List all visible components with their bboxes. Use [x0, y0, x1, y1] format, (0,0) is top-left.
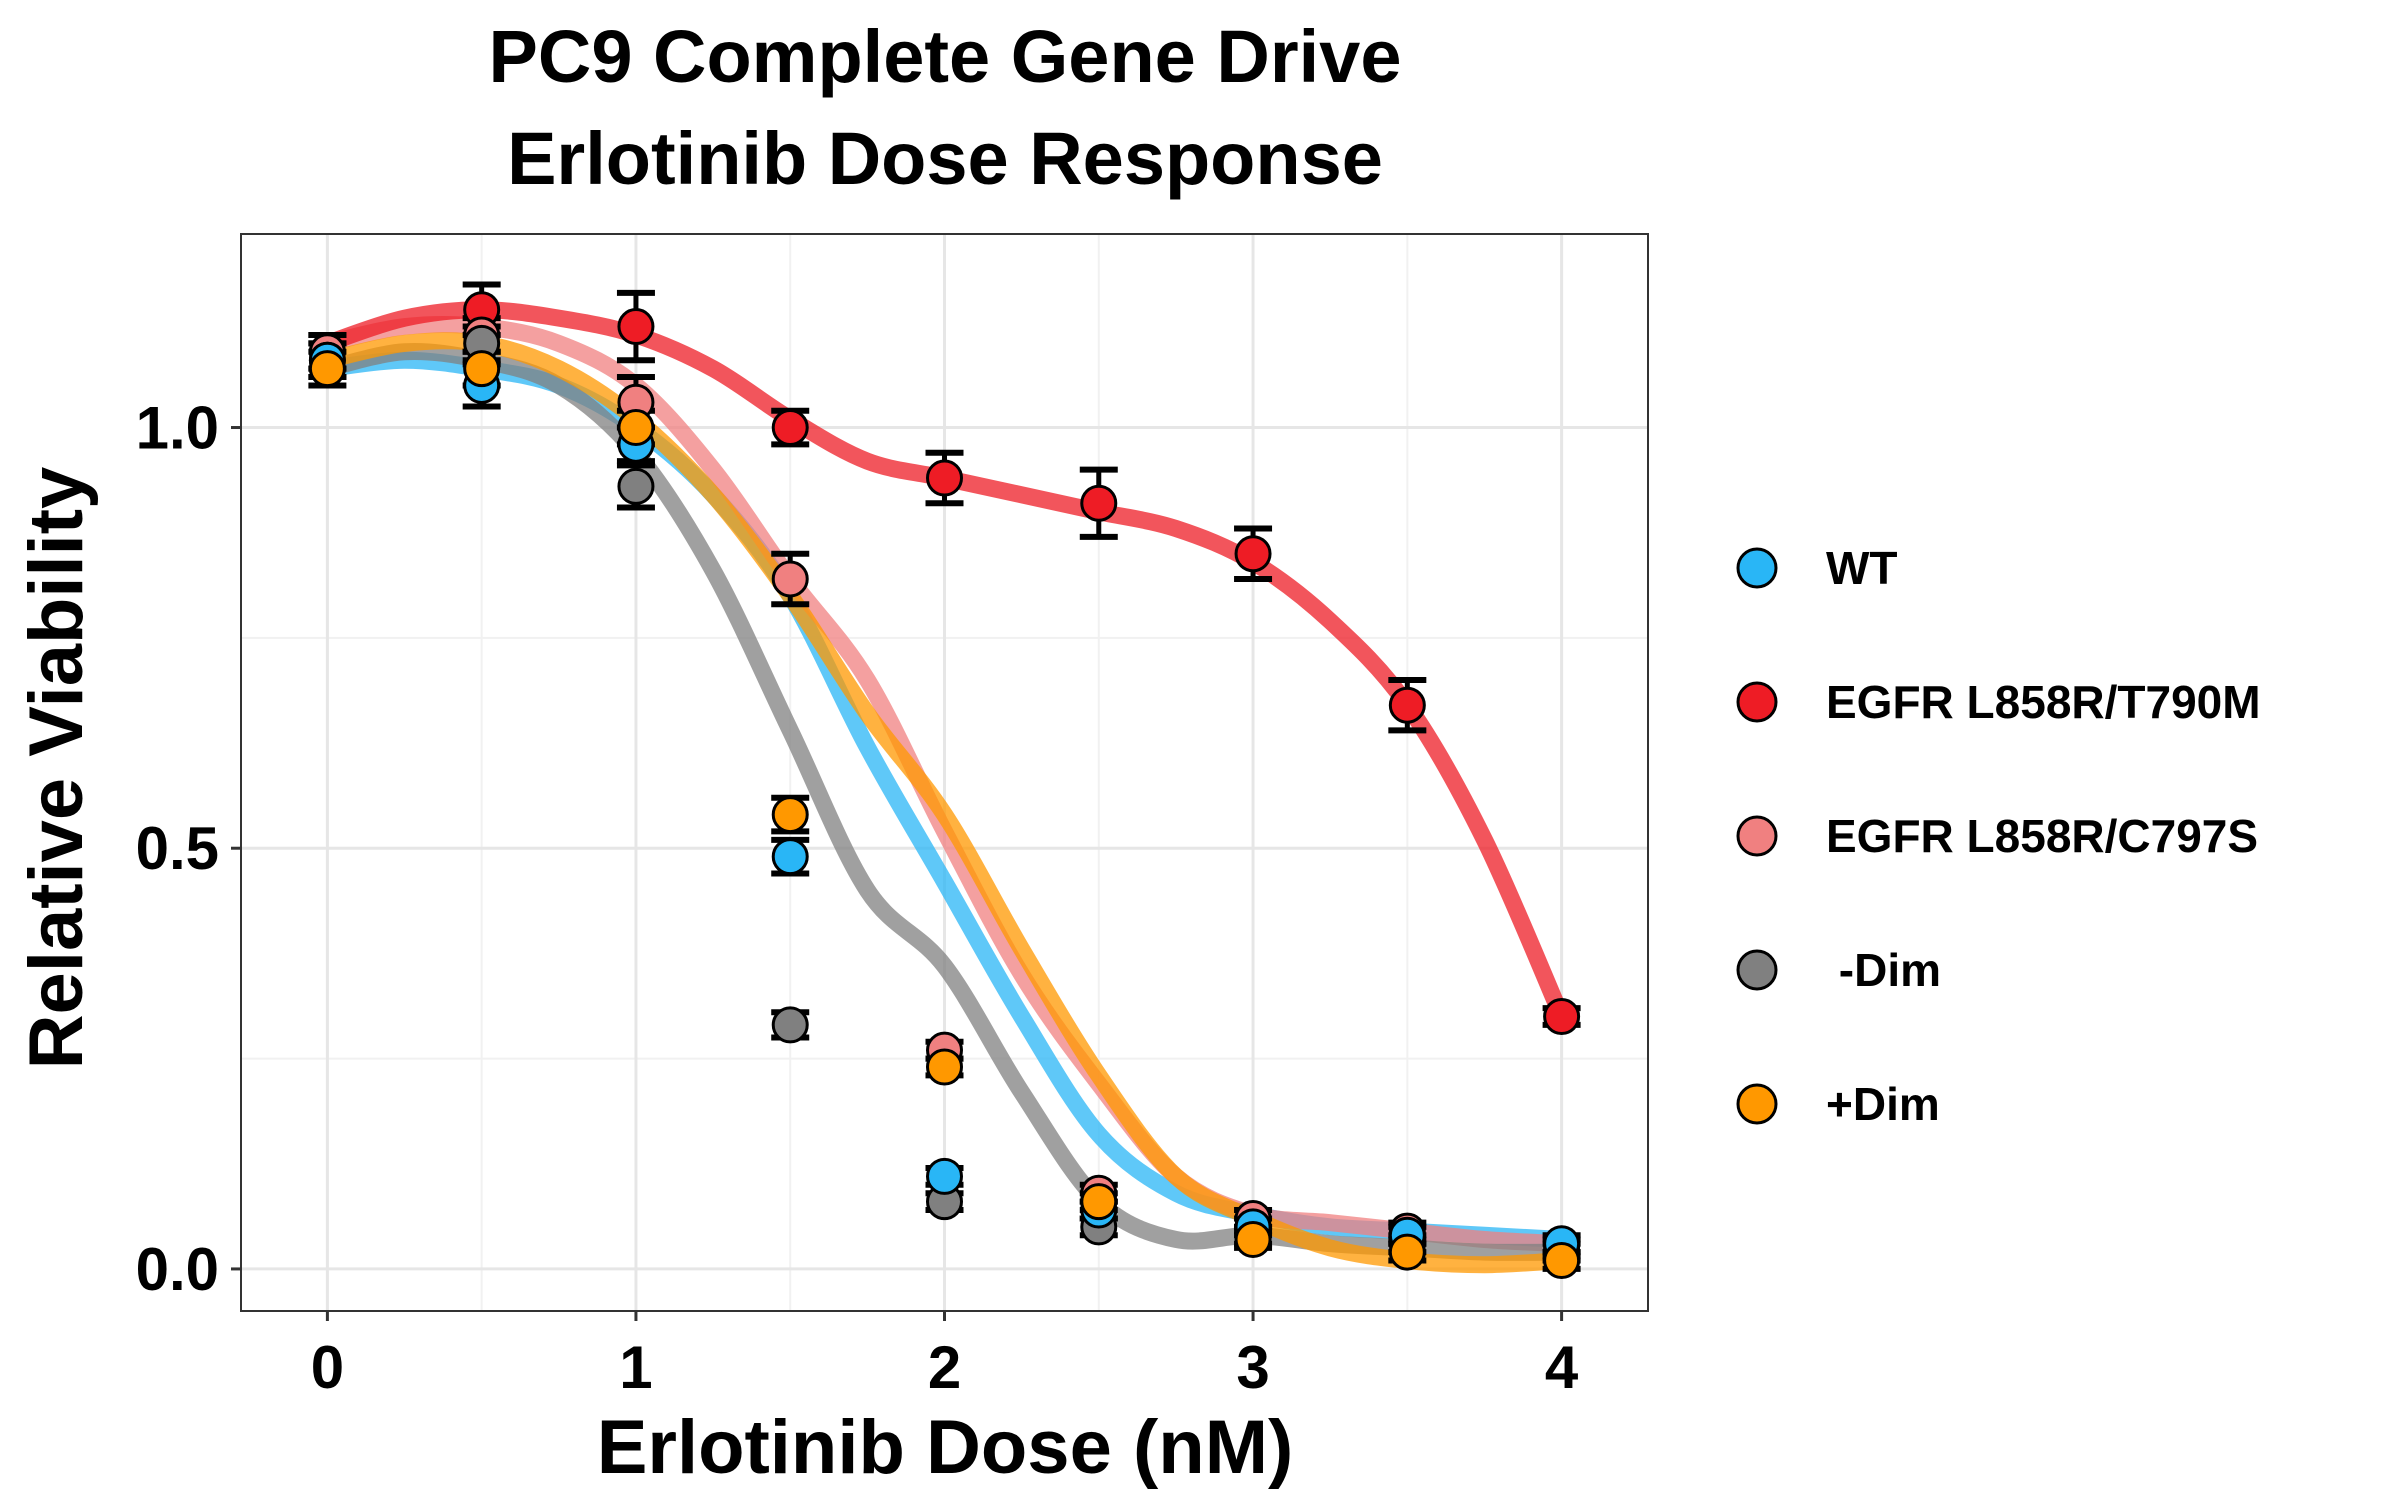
data-point	[1388, 1233, 1426, 1271]
legend-item: EGFR L858R/T790M	[1736, 676, 2261, 728]
x-tick-label: 0	[311, 1334, 344, 1401]
legend-item: +Dim	[1736, 1078, 1940, 1130]
x-tick-label: 1	[619, 1334, 652, 1401]
data-point	[926, 459, 963, 497]
data-point	[617, 409, 655, 447]
data-point	[771, 796, 809, 834]
data-point	[771, 560, 809, 598]
legend-item: EGFR L858R/C797S	[1736, 810, 2258, 862]
data-point	[926, 1048, 963, 1086]
chart-title-line-1: PC9 Complete Gene Drive	[489, 15, 1402, 98]
data-point	[1234, 1220, 1272, 1258]
data-point	[1388, 686, 1426, 724]
data-point	[771, 1006, 809, 1044]
data-point	[771, 838, 809, 876]
legend-label: WT	[1826, 542, 1898, 594]
legend-key	[1736, 681, 1778, 723]
y-tick-label: 0.0	[136, 1236, 219, 1303]
smooth-curve	[318, 332, 1571, 1274]
data-point	[1543, 998, 1581, 1036]
x-tick-label: 4	[1545, 1334, 1579, 1401]
legend-key	[1736, 547, 1778, 589]
y-tick-label: 0.5	[136, 815, 219, 882]
data-point	[926, 1157, 963, 1195]
data-point	[308, 350, 346, 388]
data-point	[1543, 1242, 1581, 1280]
legend-item: -Dim	[1736, 944, 1941, 996]
legend-label: -Dim	[1826, 944, 1941, 996]
legend-key	[1736, 1083, 1778, 1125]
y-axis-title: Relative Viability	[14, 467, 99, 1070]
axes: 0 1 2 3 4 0.0 0.5 1.0	[136, 395, 1579, 1401]
data-point	[1080, 1183, 1118, 1221]
legend-label: EGFR L858R/T790M	[1826, 676, 2261, 728]
plot-area	[240, 233, 1649, 1312]
legend-item: WT	[1736, 542, 1898, 594]
x-tick-label: 2	[928, 1334, 961, 1401]
data-point	[771, 409, 809, 447]
legend-key	[1736, 949, 1778, 991]
x-tick-label: 3	[1236, 1334, 1269, 1401]
data-point	[617, 308, 655, 346]
legend-label: +Dim	[1826, 1078, 1940, 1130]
y-tick-label: 1.0	[136, 395, 219, 462]
x-axis-title: Erlotinib Dose (nM)	[597, 1405, 1294, 1490]
legend: WT EGFR L858R/T790M EGFR L858R/C797S -Dim +…	[1736, 542, 2261, 1130]
legend-key	[1736, 815, 1778, 857]
smooth-curve	[318, 315, 1571, 1253]
data-point	[617, 467, 655, 505]
data-point	[463, 350, 501, 388]
legend-label: EGFR L858R/C797S	[1826, 810, 2258, 862]
data-point	[1080, 484, 1118, 522]
data-point	[1234, 535, 1272, 573]
chart-title-line-2: Erlotinib Dose Response	[507, 117, 1383, 200]
